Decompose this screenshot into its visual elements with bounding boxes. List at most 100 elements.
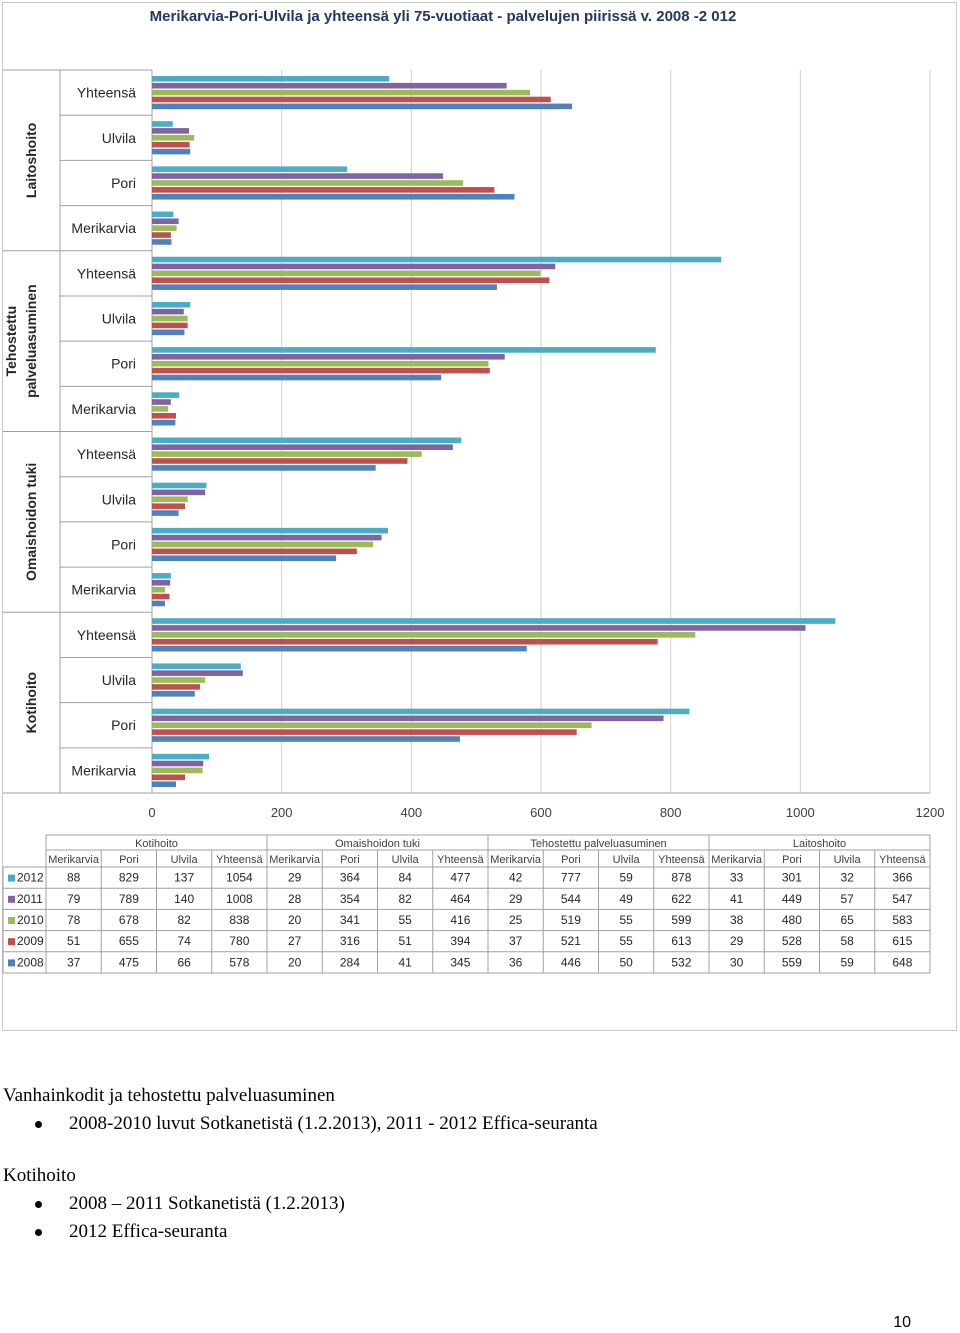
bar (152, 315, 188, 322)
table-column-header: Yhteensä (216, 854, 263, 866)
bar (152, 510, 179, 516)
table-cell: 50 (619, 955, 633, 969)
bar (152, 496, 188, 503)
table-cell: 42 (509, 871, 523, 885)
table-column-header: Ulvila (834, 854, 862, 866)
table-cell: 394 (450, 934, 470, 948)
table-cell: 36 (509, 955, 523, 969)
table-cell: 613 (671, 934, 691, 948)
bar (152, 645, 527, 652)
table-cell: 599 (671, 913, 691, 927)
table-cell: 547 (892, 892, 912, 906)
bar (152, 736, 460, 742)
bar (152, 187, 495, 193)
legend-label: 2010 (17, 913, 44, 927)
bar (152, 489, 206, 496)
table-group-header: Laitoshoito (793, 838, 846, 850)
bar (152, 451, 422, 457)
table-cell: 20 (288, 955, 302, 969)
table-cell: 32 (840, 871, 854, 885)
table-cell: 28 (288, 892, 302, 906)
table-cell: 29 (288, 871, 302, 885)
bar (152, 600, 165, 607)
table-cell: 78 (67, 913, 81, 927)
table-cell: 521 (561, 934, 581, 948)
table-column-header: Merikarvia (48, 854, 100, 866)
bar (152, 708, 690, 715)
table-cell: 33 (730, 871, 744, 885)
table-cell: 1054 (226, 871, 253, 885)
table-cell: 57 (840, 892, 854, 906)
category-label: Pori (111, 175, 136, 191)
legend-swatch (8, 895, 15, 903)
bar (152, 399, 171, 405)
bar (152, 753, 210, 760)
x-tick-label: 600 (530, 805, 552, 820)
table-cell: 29 (730, 934, 744, 948)
legend-swatch (8, 917, 15, 924)
bar (152, 684, 200, 690)
table-cell: 51 (67, 934, 81, 948)
bar (152, 367, 490, 374)
bar (152, 354, 505, 360)
bar (152, 301, 191, 308)
bar (152, 173, 444, 179)
bar (152, 82, 507, 89)
category-label: Yhteensä (77, 446, 136, 462)
table-cell: 59 (840, 955, 854, 969)
bar (152, 586, 165, 593)
bar (152, 625, 806, 631)
table-cell: 65 (840, 913, 854, 927)
table-cell: 480 (782, 913, 802, 927)
table-column-header: Yhteensä (437, 854, 484, 866)
category-label: Merikarvia (71, 762, 136, 778)
table-cell: 544 (561, 892, 581, 906)
table-cell: 25 (509, 913, 523, 927)
bar (152, 347, 656, 353)
bar (152, 781, 176, 788)
table-cell: 51 (398, 934, 412, 948)
bar (152, 715, 664, 722)
bar (152, 503, 186, 509)
group-label: palveluasuminen (23, 284, 39, 398)
category-label: Yhteensä (77, 627, 136, 643)
category-label: Ulvila (102, 130, 136, 146)
table-cell: 878 (671, 871, 691, 885)
bar (152, 691, 195, 697)
bar (152, 670, 243, 676)
x-tick-label: 400 (400, 805, 422, 820)
x-tick-label: 1200 (916, 805, 945, 820)
legend-swatch (8, 959, 15, 967)
table-column-header: Ulvila (613, 854, 641, 866)
category-label: Pori (111, 717, 136, 733)
table-cell: 777 (561, 871, 581, 885)
table-column-header: Merikarvia (490, 854, 542, 866)
bar (152, 413, 176, 419)
category-label: Merikarvia (71, 582, 136, 598)
bar (152, 534, 382, 541)
category-label: Yhteensä (77, 265, 136, 281)
bar (152, 211, 174, 218)
table-column-header: Yhteensä (658, 854, 705, 866)
bar (152, 96, 551, 103)
bar (152, 329, 185, 336)
bar (152, 75, 390, 82)
category-label: Ulvila (102, 491, 136, 507)
legend-swatch (8, 938, 15, 946)
table-cell: 354 (340, 892, 360, 906)
bar (152, 277, 550, 284)
table-cell: 84 (398, 871, 412, 885)
bar (152, 482, 207, 489)
table-cell: 341 (340, 913, 360, 927)
table-cell: 82 (398, 892, 412, 906)
bar (152, 121, 173, 127)
table-cell: 301 (782, 871, 802, 885)
notes-bullet: 2012 Effica-seuranta (3, 1218, 943, 1246)
table-cell: 82 (177, 913, 191, 927)
page-number: 10 (893, 1314, 911, 1331)
bar (152, 232, 171, 238)
table-cell: 58 (840, 934, 854, 948)
table-cell: 366 (892, 871, 912, 885)
notes: Vanhainkodit ja tehostettu palveluasumin… (3, 1082, 943, 1246)
table-cell: 1008 (226, 892, 253, 906)
